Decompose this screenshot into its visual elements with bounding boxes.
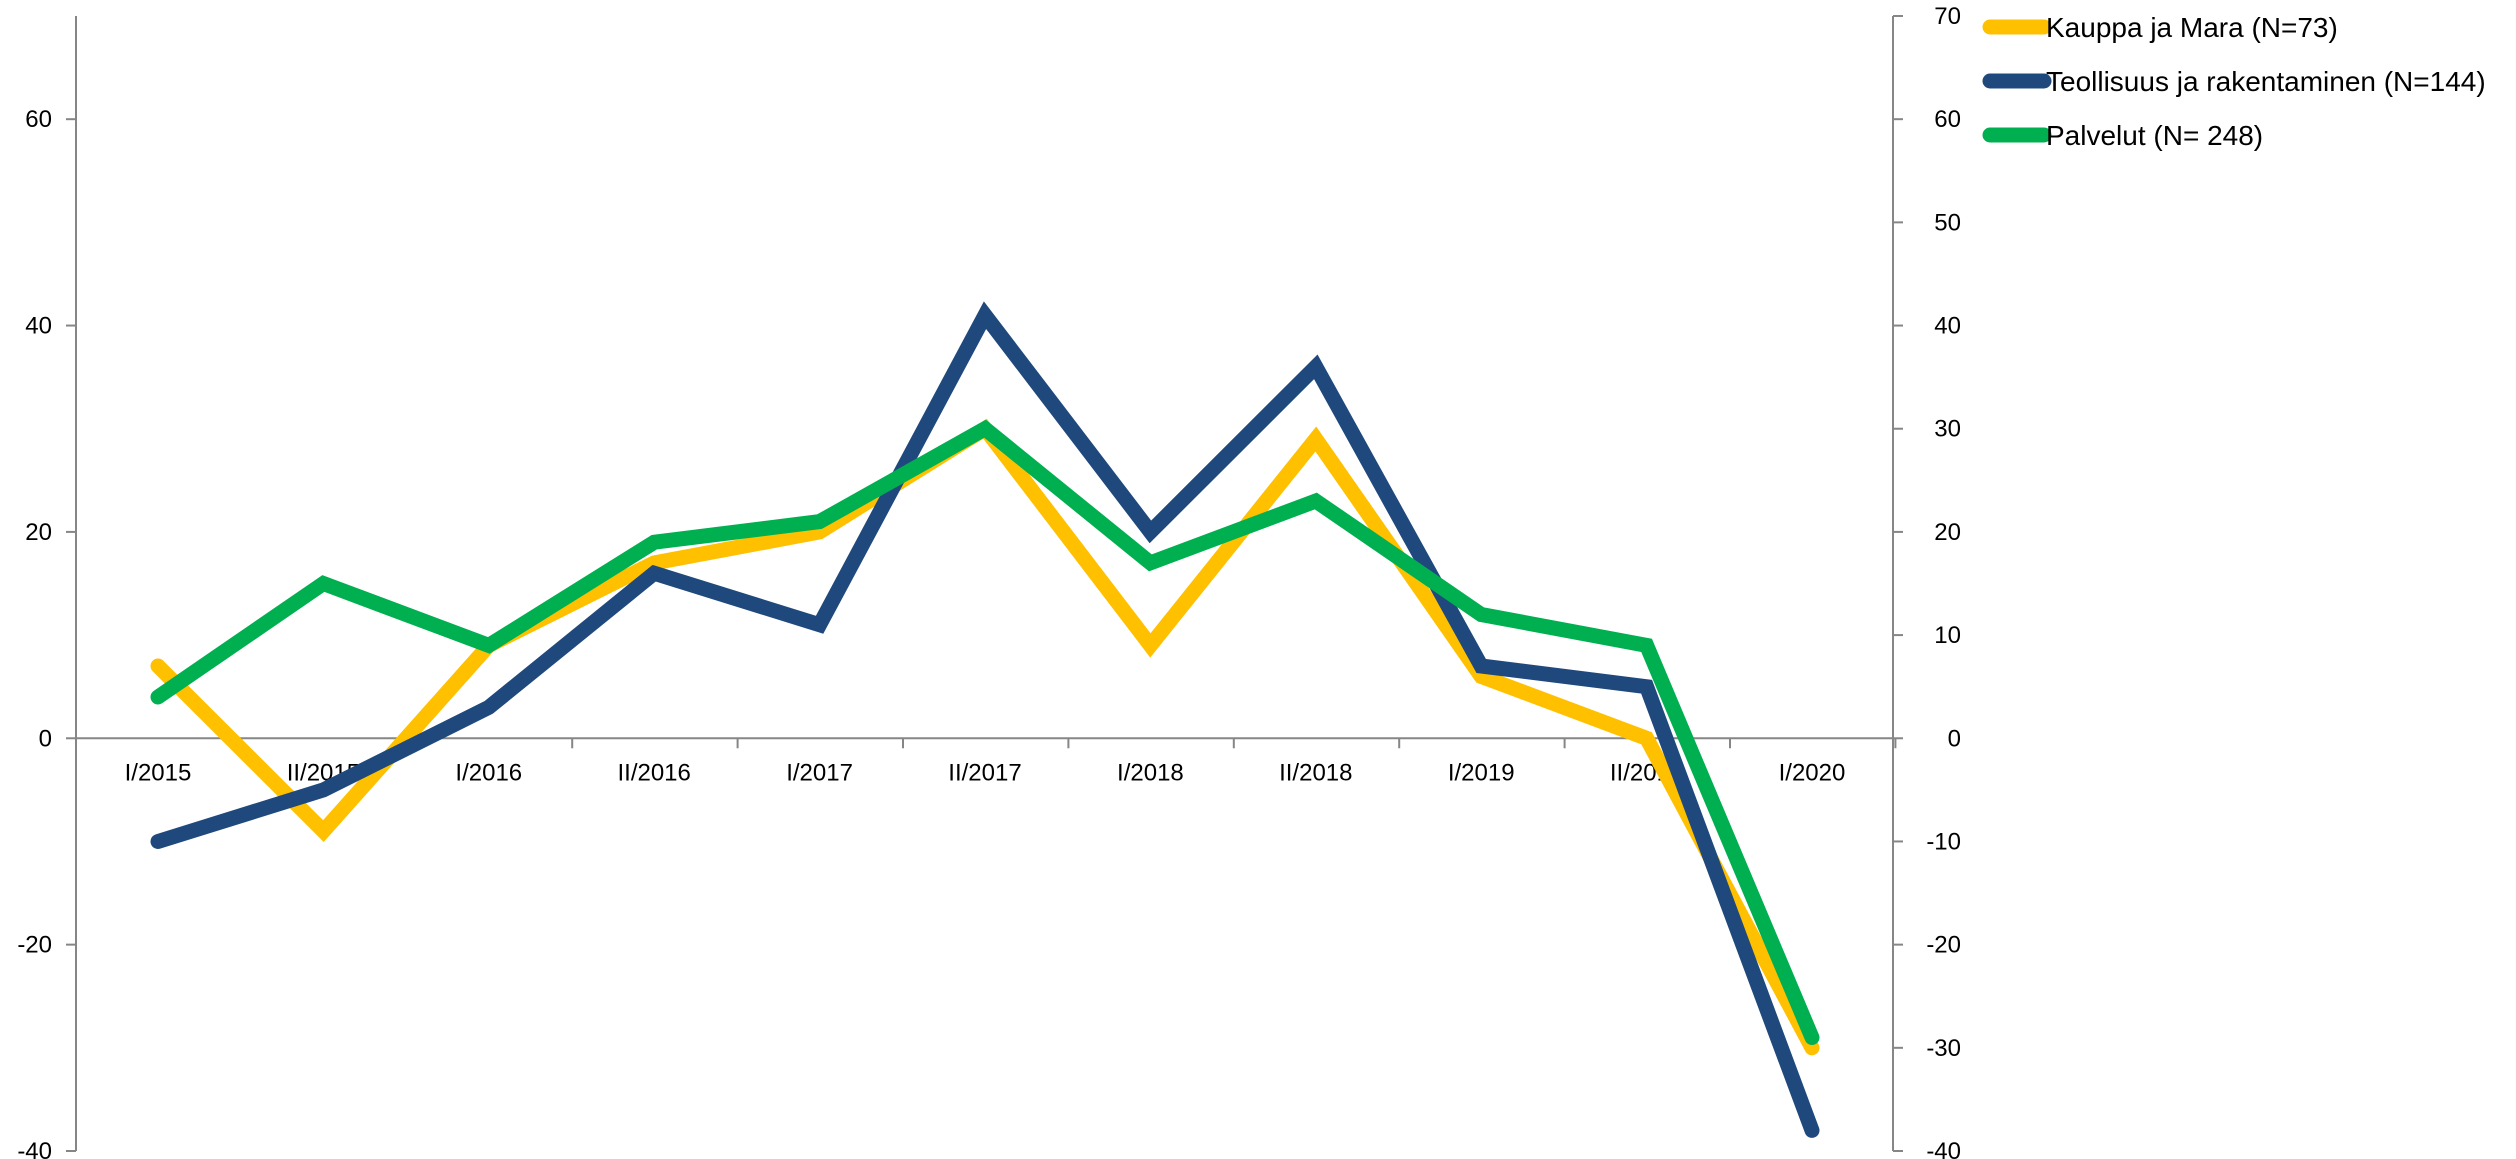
right-y-tick-label: -10 [1926, 828, 1961, 855]
data-point [157, 696, 159, 698]
data-point [1811, 1047, 1813, 1049]
data-point [488, 706, 490, 708]
data-point [1480, 665, 1482, 667]
right-y-tick-label: 10 [1934, 622, 1961, 649]
x-tick-label: II/2018 [1279, 759, 1352, 786]
data-point [322, 789, 324, 791]
data-point [1480, 613, 1482, 615]
x-tick-label: I/2017 [786, 759, 853, 786]
legend-label-3: Palvelut (N= 248) [2046, 120, 2263, 151]
data-point [488, 644, 490, 646]
data-point [819, 531, 821, 533]
right-y-tick-label: 50 [1934, 209, 1961, 236]
left-y-tick-label: 60 [25, 106, 52, 133]
right-y-tick-label: 30 [1934, 416, 1961, 443]
data-point [1315, 438, 1317, 440]
right-y-tick-label: -40 [1926, 1138, 1961, 1159]
data-point [1149, 644, 1151, 646]
x-tick-label: I/2015 [125, 759, 192, 786]
right-y-tick-label: 40 [1934, 313, 1961, 340]
left-y-tick-label: 40 [25, 313, 52, 340]
x-tick-label: I/2016 [455, 759, 522, 786]
data-point [984, 428, 986, 430]
right-y-tick-label: -20 [1926, 932, 1961, 959]
data-point [1811, 1037, 1813, 1039]
x-tick-label: I/2020 [1779, 759, 1846, 786]
data-point [653, 541, 655, 543]
left-y-tick-label: 20 [25, 519, 52, 546]
data-point [653, 572, 655, 574]
data-point [322, 830, 324, 832]
axes: 60 40 20 0 -20 -40 70 60 50 40 30 20 10 0 -10 -20 -30 -40… [17, 3, 1961, 1159]
right-y-tick-label: 70 [1934, 3, 1961, 30]
data-point [157, 840, 159, 842]
data-point [653, 562, 655, 564]
x-tick-label: I/2018 [1117, 759, 1184, 786]
data-point [819, 521, 821, 523]
right-y-tick-label: 60 [1934, 106, 1961, 133]
data-point [984, 314, 986, 316]
x-tick-label: I/2019 [1448, 759, 1515, 786]
left-y-tick-label: -40 [17, 1138, 52, 1159]
data-point [1646, 644, 1648, 646]
right-y-tick-label: 0 [1948, 725, 1961, 752]
data-point [819, 624, 821, 626]
data-point [1149, 562, 1151, 564]
x-tick-label: II/2017 [948, 759, 1021, 786]
data-point [322, 583, 324, 585]
series-line-3 [150, 419, 1820, 1045]
data-point [1315, 366, 1317, 368]
left-y-tick-label: 0 [39, 725, 52, 752]
series-line-2 [150, 301, 1820, 1138]
data-point [1811, 1129, 1813, 1131]
left-y-tick-label: -20 [17, 932, 52, 959]
right-y-tick-label: -30 [1926, 1035, 1961, 1062]
right-y-tick-label: 20 [1934, 519, 1961, 546]
data-point [1480, 675, 1482, 677]
legend-label-2: Teollisuus ja rakentaminen (N=144) [2046, 66, 2486, 97]
data-point [1646, 737, 1648, 739]
data-point [1149, 531, 1151, 533]
x-tick-label: II/2016 [617, 759, 690, 786]
data-point [157, 665, 159, 667]
series-layer [150, 301, 1820, 1138]
data-point [1646, 686, 1648, 688]
legend-label-1: Kauppa ja Mara (N=73) [2046, 12, 2338, 43]
data-point [1315, 500, 1317, 502]
legend: Kauppa ja Mara (N=73) Teollisuus ja raken… [1982, 12, 2486, 151]
